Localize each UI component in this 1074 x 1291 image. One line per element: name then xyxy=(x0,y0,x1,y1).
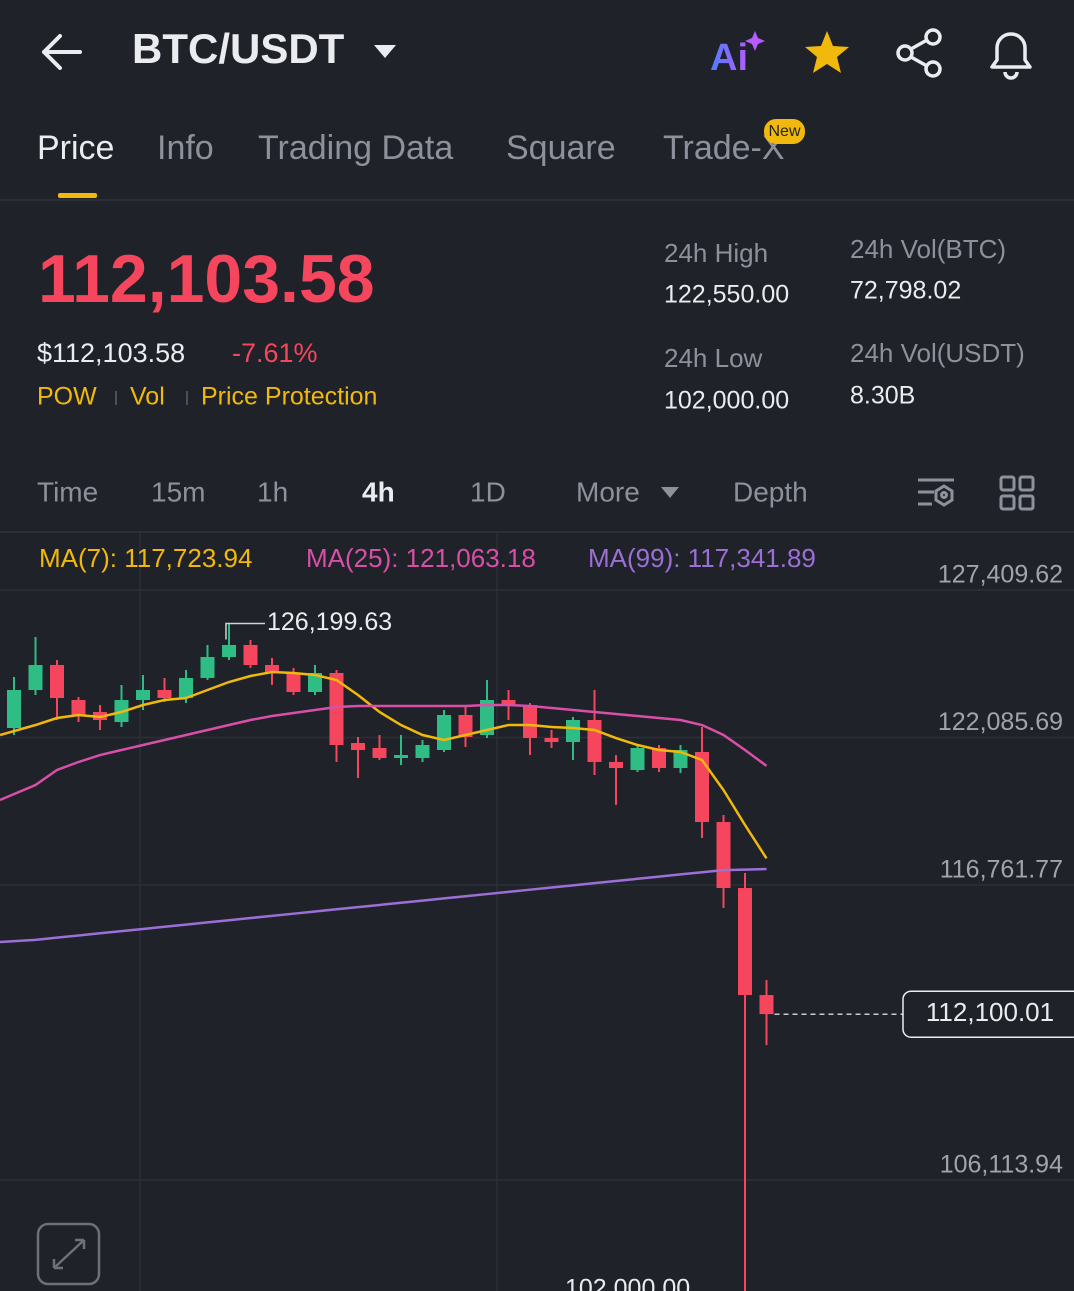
tag[interactable]: Vol xyxy=(130,383,165,411)
candle-body xyxy=(286,673,301,693)
candle-body xyxy=(265,664,279,674)
candle-body xyxy=(136,689,150,700)
interval[interactable]: 1D xyxy=(470,476,506,507)
candle-body xyxy=(716,822,731,889)
candle-body xyxy=(523,705,537,739)
last-price: 112,103.58 xyxy=(38,241,375,317)
price-change: -7.61% xyxy=(232,338,318,368)
stat-value: 122,550.00 xyxy=(664,281,789,309)
candle-body xyxy=(609,762,623,769)
new-badge: New xyxy=(768,123,800,140)
pair-title[interactable]: BTC/USDT xyxy=(132,25,345,72)
candle-body xyxy=(71,699,86,717)
candle-body xyxy=(695,752,709,823)
plot-area: 126,199.63 102,000.00 xyxy=(0,589,1074,1291)
interval-active[interactable]: 4h xyxy=(362,476,395,507)
candle-body xyxy=(501,699,516,706)
high-marker-line xyxy=(225,622,265,640)
candle-body xyxy=(415,745,430,759)
low-marker-label: 102,000.00 xyxy=(565,1275,690,1291)
pair-dropdown[interactable] xyxy=(374,45,396,58)
fullscreen-button[interactable] xyxy=(36,1222,101,1286)
ma-line xyxy=(0,867,767,944)
candle-body xyxy=(28,664,43,690)
y-tick-label: 106,113.94 xyxy=(940,1151,1063,1179)
candle-body xyxy=(566,719,580,742)
y-tick-label: 122,085.69 xyxy=(938,708,1063,736)
back-button[interactable] xyxy=(42,34,82,70)
favorite-star[interactable] xyxy=(805,31,849,73)
tab-indicator xyxy=(58,193,97,198)
candle-body xyxy=(308,673,322,693)
tag[interactable]: POW xyxy=(37,383,97,411)
candle-body xyxy=(652,748,666,769)
last-price-label: 112,100.01 xyxy=(926,997,1054,1027)
candle-body xyxy=(480,699,494,736)
tag[interactable]: Price Protection xyxy=(201,383,377,411)
tab[interactable]: Trading Data xyxy=(258,129,453,167)
candle-body xyxy=(394,755,408,759)
more-caret xyxy=(661,487,679,498)
layout-button[interactable] xyxy=(999,475,1035,511)
candle-body xyxy=(351,742,365,751)
interval[interactable]: More xyxy=(576,476,640,507)
stat-value: 102,000.00 xyxy=(664,387,789,415)
candle-body xyxy=(587,719,602,763)
stat-label: 24h Vol(USDT) xyxy=(850,338,1025,368)
stat-value: 72,798.02 xyxy=(850,277,961,305)
stat-label: 24h Low xyxy=(664,343,763,373)
candle-body xyxy=(372,748,387,759)
candle-body xyxy=(544,738,559,742)
share-button[interactable] xyxy=(896,28,942,78)
candle-body xyxy=(222,644,236,657)
legend-entry: MA(25): 121,063.18 xyxy=(306,543,536,573)
tab-active[interactable]: Price xyxy=(37,129,114,167)
candle-body xyxy=(243,644,258,665)
interval[interactable]: 15m xyxy=(151,476,205,507)
interval[interactable]: Depth xyxy=(733,476,808,507)
stat-label: 24h High xyxy=(664,238,768,268)
interval[interactable]: Time xyxy=(37,476,98,507)
candle-body xyxy=(738,888,752,996)
candle-body xyxy=(179,677,193,698)
legend-entry: MA(99): 117,341.89 xyxy=(588,543,816,573)
alert-bell[interactable] xyxy=(990,32,1032,80)
tab[interactable]: Trade-X xyxy=(663,129,785,167)
candle-body xyxy=(437,715,451,751)
legend-entry: MA(7): 117,723.94 xyxy=(39,543,252,573)
ma-line xyxy=(0,670,768,860)
candle-body xyxy=(7,689,21,729)
candle-body xyxy=(200,656,215,678)
ma-line xyxy=(0,703,768,802)
high-marker-label: 126,199.63 xyxy=(267,608,392,636)
usd-price: $112,103.58 xyxy=(37,338,185,368)
stat-value: 8.30B xyxy=(850,382,915,410)
candle-body xyxy=(329,673,344,746)
tab[interactable]: Info xyxy=(157,129,214,167)
ai-sparkle xyxy=(745,31,765,51)
new-badge-bg xyxy=(764,119,805,144)
ai-button[interactable]: Ai xyxy=(710,37,748,79)
candle-body xyxy=(759,995,774,1015)
candle-body xyxy=(50,664,64,698)
y-tick-label: 127,409.62 xyxy=(938,561,1063,589)
stat-label: 24h Vol(BTC) xyxy=(850,234,1006,264)
y-tick-label: 116,761.77 xyxy=(940,856,1063,884)
tab[interactable]: Square xyxy=(506,129,616,167)
candle-body xyxy=(630,748,645,771)
candle-body xyxy=(458,715,473,738)
candle-body xyxy=(157,689,172,698)
indicator-settings[interactable] xyxy=(918,478,954,507)
last-price-box xyxy=(902,990,1074,1038)
interval[interactable]: 1h xyxy=(257,476,288,507)
